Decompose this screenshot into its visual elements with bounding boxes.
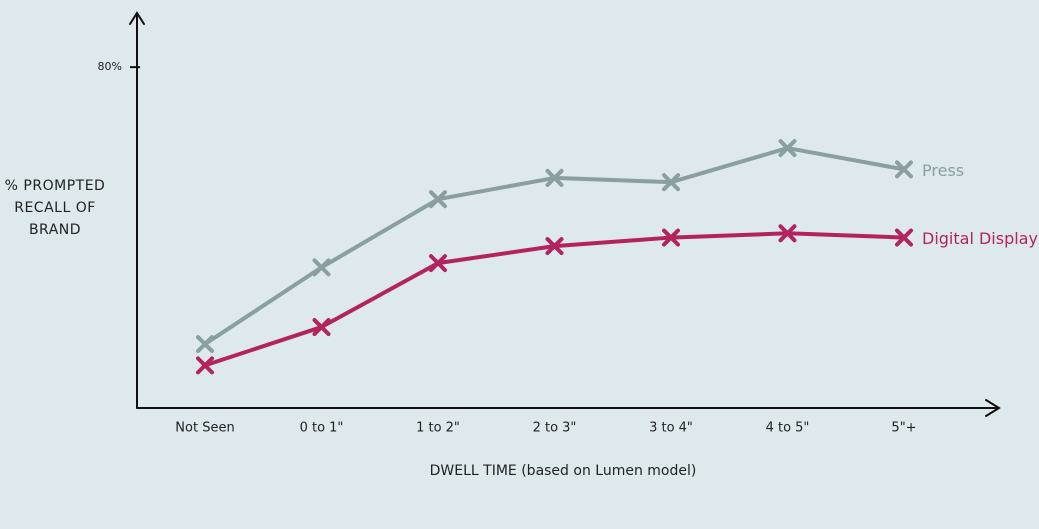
x-axis [136, 399, 1001, 417]
axes [129, 11, 1001, 417]
point-marker [196, 335, 214, 354]
x-tick-label: 3 to 4" [649, 421, 693, 436]
x-tick-label: 5"+ [891, 421, 916, 436]
point-marker [545, 168, 564, 187]
y-axis [129, 11, 145, 409]
point-marker [545, 237, 564, 256]
series-label: Digital Display [922, 229, 1038, 248]
point-marker [312, 258, 331, 277]
point-marker [895, 228, 913, 247]
x-tick-label: 1 to 2" [416, 421, 460, 436]
point-marker [778, 139, 797, 158]
x-tick-label: Not Seen [175, 421, 234, 436]
y-tick-label: 80% [98, 60, 122, 73]
series-label: Press [922, 161, 964, 180]
x-tick-label: 2 to 3" [533, 421, 577, 436]
x-tick-label: 4 to 5" [766, 421, 810, 436]
point-marker [895, 160, 913, 179]
series-line [203, 231, 906, 368]
point-marker [778, 224, 797, 243]
point-marker [429, 190, 447, 209]
point-marker [662, 228, 680, 247]
y-axis-title: % PROMPTED RECALL OF BRAND [4, 178, 106, 238]
point-marker [429, 254, 447, 273]
point-marker [662, 173, 680, 192]
point-marker [196, 356, 214, 375]
x-tick-label: 0 to 1" [300, 421, 344, 436]
x-axis-title: DWELL TIME (based on Lumen model) [430, 463, 697, 479]
point-marker [312, 318, 331, 337]
